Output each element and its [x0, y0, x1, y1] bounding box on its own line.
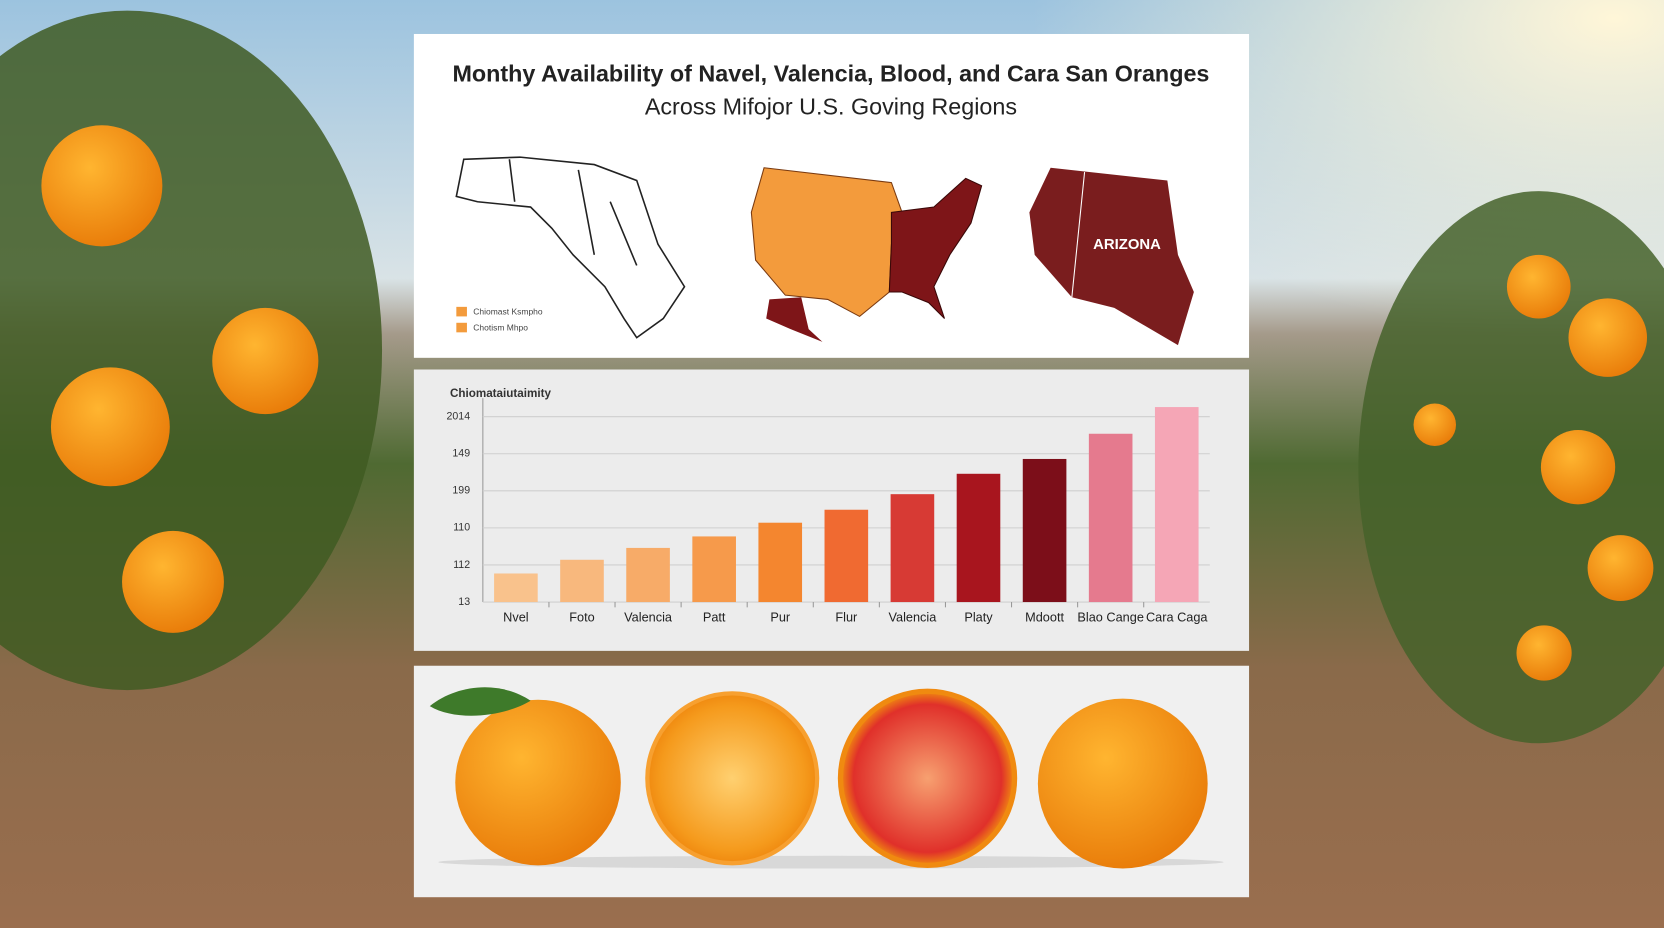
y-tick-label: 13: [458, 596, 470, 608]
bar: [626, 547, 670, 603]
map-label: ARIZONA: [1093, 237, 1161, 253]
bar: [824, 509, 869, 603]
legend-swatch: [456, 322, 467, 333]
x-tick-label: Foto: [569, 609, 594, 624]
x-tick-label: Nvel: [503, 609, 528, 624]
x-tick-label: Flur: [835, 609, 858, 624]
border-line: [1071, 171, 1086, 298]
y-tick-label: 2014: [447, 410, 471, 422]
alaska: [766, 297, 823, 342]
x-tick-label: Pur: [770, 609, 791, 624]
bar: [956, 473, 1001, 603]
chart-subtitle: Across Mifojor U.S. Goving Regions: [645, 93, 1017, 119]
x-tick-label: Blao Cange: [1077, 609, 1143, 624]
bar-chart: 13 112 110 199 149 2014 Nvel Foto Valencia Patt Pu…: [447, 398, 1210, 624]
y-tick-label: 199: [452, 485, 470, 497]
bar: [494, 573, 538, 603]
bar: [1154, 407, 1199, 603]
x-tick-label: Patt: [703, 609, 726, 624]
x-tick-label: Platy: [964, 609, 993, 624]
bar: [692, 536, 736, 603]
us-map-east: [888, 177, 983, 319]
x-tick-label: Valencia: [624, 609, 673, 624]
bar: [890, 494, 935, 603]
x-tick-label: Mdoott: [1025, 609, 1064, 624]
fruits: [429, 687, 1224, 869]
legend-label: Chiomast Ksmpho: [473, 306, 543, 316]
map-outline: [455, 156, 686, 339]
y-tick-label: 112: [453, 559, 470, 571]
bar: [758, 522, 803, 603]
bar: [1022, 458, 1067, 603]
y-axis-title: Chiomataiutaimity: [450, 387, 552, 400]
x-tick-label: Cara Caga: [1146, 609, 1208, 624]
legend-label: Chotism Mhpo: [473, 322, 528, 332]
chart-title: Monthy Availability of Navel, Valencia, …: [452, 61, 1209, 87]
trees-left: [0, 10, 382, 691]
y-tick-label: 149: [452, 448, 470, 460]
us-map-west: [750, 167, 903, 318]
trees-right: [1358, 191, 1664, 744]
bar: [560, 559, 604, 603]
bar: [1088, 433, 1133, 603]
y-tick-label: 110: [453, 522, 470, 534]
legend-swatch: [456, 306, 467, 317]
arizona-map: [1029, 167, 1194, 346]
x-tick-label: Valencia: [888, 609, 937, 624]
